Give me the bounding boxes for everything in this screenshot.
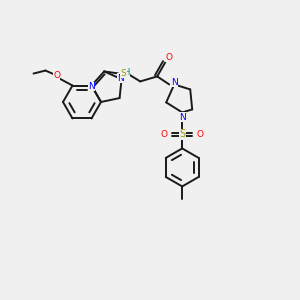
Text: S: S xyxy=(120,69,126,78)
Text: O: O xyxy=(161,130,168,139)
Text: N: N xyxy=(117,74,124,83)
Text: H: H xyxy=(123,68,130,77)
Text: N: N xyxy=(88,82,95,91)
Text: N: N xyxy=(171,78,178,87)
Text: O: O xyxy=(53,71,60,80)
Text: S: S xyxy=(179,129,185,140)
Text: O: O xyxy=(166,53,173,62)
Text: O: O xyxy=(197,130,204,139)
Text: N: N xyxy=(179,113,186,122)
